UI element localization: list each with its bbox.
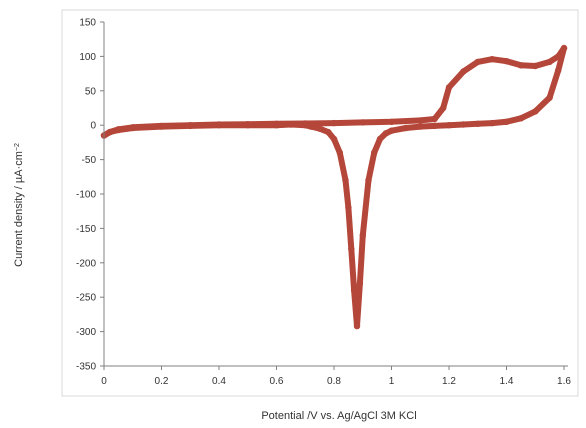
data-point-cathodic xyxy=(342,177,349,184)
data-point-anodic xyxy=(388,118,395,126)
x-tick-label: 1 xyxy=(389,376,395,387)
y-tick-label: -50 xyxy=(82,155,97,166)
data-point-cathodic xyxy=(356,280,364,287)
data-point-cathodic xyxy=(302,122,309,129)
x-tick-label: 0 xyxy=(101,376,107,387)
data-point-anodic xyxy=(417,117,424,124)
y-tick-label: -200 xyxy=(76,258,96,269)
data-point-anodic xyxy=(532,62,539,70)
data-point-cathodic xyxy=(158,123,165,130)
data-point-anodic xyxy=(445,84,453,91)
data-point-cathodic xyxy=(115,126,122,134)
data-point-cathodic xyxy=(215,122,223,129)
y-tick-label: 50 xyxy=(85,86,97,97)
x-tick-label: 0.2 xyxy=(155,376,169,387)
y-axis-title: Current density / µA·cm−2 xyxy=(13,143,25,267)
plot-area-frame xyxy=(61,9,579,397)
y-tick-label: -150 xyxy=(76,224,96,235)
data-point-cathodic xyxy=(445,122,453,129)
data-point-cathodic xyxy=(388,127,395,134)
data-point-cathodic xyxy=(336,149,343,156)
x-tick-label: 1.2 xyxy=(442,376,456,387)
y-axis-title-text: Current density / µA·cm xyxy=(13,151,25,267)
y-tick-label: 150 xyxy=(79,18,96,29)
data-point-anodic xyxy=(359,119,366,126)
data-point-cathodic xyxy=(417,123,424,130)
data-point-cathodic xyxy=(546,94,553,101)
data-point-cathodic xyxy=(488,119,496,127)
y-axis-ticks: 150 100 50 0 -50 -100 -150 -200 -250 -300 -350 xyxy=(76,18,104,373)
y-tick-label: -100 xyxy=(76,190,96,201)
x-axis-ticks: 0 0.2 0.4 0.6 0.8 1 1.2 1.4 1.6 xyxy=(101,366,571,387)
data-point-cathodic xyxy=(345,204,352,211)
data-point-anodic xyxy=(460,68,467,75)
x-tick-label: 0.6 xyxy=(270,376,284,387)
data-point-cathodic xyxy=(402,124,410,132)
data-point-anodic xyxy=(431,115,438,123)
data-point-anodic xyxy=(517,62,525,69)
data-point-anodic xyxy=(488,56,496,63)
data-point-cathodic xyxy=(376,135,384,143)
data-point-cathodic xyxy=(287,121,295,128)
x-tick-label: 1.4 xyxy=(500,376,514,387)
data-point-cathodic xyxy=(330,135,338,143)
x-tick-label: 1.6 xyxy=(557,376,571,387)
data-point-cathodic xyxy=(560,44,568,52)
data-point-anodic xyxy=(503,58,510,65)
data-point-cathodic xyxy=(106,128,114,136)
data-point-cathodic xyxy=(460,121,467,128)
data-point-cathodic xyxy=(187,122,194,130)
data-point-cathodic xyxy=(532,108,539,115)
y-tick-label: -250 xyxy=(76,293,96,304)
x-tick-label: 0.8 xyxy=(327,376,341,387)
y-tick-label: 100 xyxy=(79,52,96,63)
y-tick-label: 0 xyxy=(90,121,96,132)
x-tick-label: 0.4 xyxy=(212,376,226,387)
data-point-cathodic xyxy=(359,232,366,239)
data-point-anodic xyxy=(330,119,338,127)
data-point-cathodic xyxy=(365,177,372,184)
data-point-cathodic xyxy=(325,128,332,136)
data-point-cathodic xyxy=(474,120,481,128)
data-point-cathodic xyxy=(307,123,315,130)
y-tick-label: -300 xyxy=(76,327,96,338)
data-point-cathodic xyxy=(244,122,251,129)
series-layer xyxy=(100,44,568,330)
data-point-cathodic xyxy=(382,130,389,137)
data-point-cathodic xyxy=(353,322,361,330)
data-point-cathodic xyxy=(273,122,280,129)
y-axis-title-superscript: −2 xyxy=(14,143,21,151)
data-point-cathodic xyxy=(350,287,358,294)
data-point-cathodic xyxy=(371,149,378,156)
y-tick-label: -350 xyxy=(76,362,96,373)
data-point-anodic xyxy=(546,58,553,66)
data-point-cathodic xyxy=(348,245,355,253)
data-point-cathodic xyxy=(431,122,438,130)
x-axis-title: Potential /V vs. Ag/AgCl 3M KCl xyxy=(261,410,416,422)
data-point-anodic xyxy=(440,104,447,112)
data-point-cathodic xyxy=(316,125,323,132)
data-point-cathodic xyxy=(555,67,562,74)
data-point-cathodic xyxy=(129,124,136,132)
data-point-anodic xyxy=(474,58,481,66)
data-point-cathodic xyxy=(503,118,510,126)
data-point-cathodic xyxy=(517,115,525,122)
